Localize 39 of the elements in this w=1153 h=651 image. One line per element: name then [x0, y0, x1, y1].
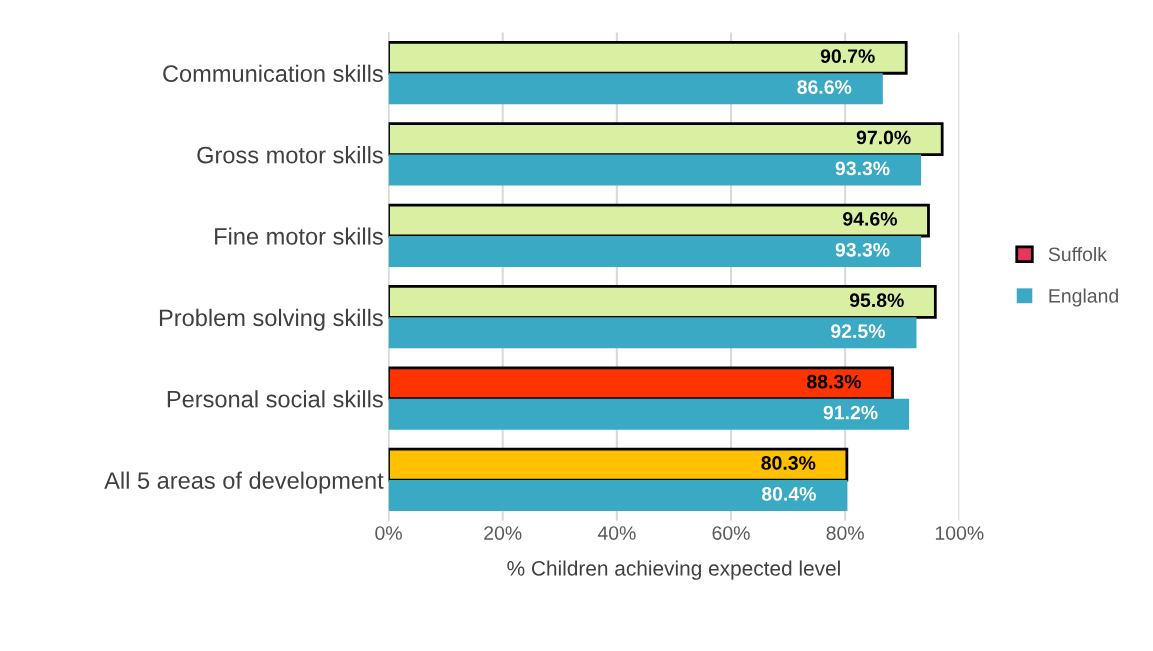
data-label: 97.0% — [856, 130, 911, 145]
y-tick-label: Communication skills — [163, 64, 383, 83]
bar — [388, 366, 894, 401]
bar — [388, 40, 908, 75]
data-label: 80.3% — [761, 456, 816, 470]
bar — [388, 317, 917, 349]
x-tick-label: 0% — [375, 526, 402, 540]
x-tick-label: 100% — [935, 526, 984, 540]
data-label: 88.3% — [807, 374, 862, 389]
x-tick-label: 60% — [712, 526, 750, 540]
bar — [388, 398, 910, 430]
x-axis-title: % Children achieving expected level — [507, 560, 840, 580]
y-tick-label: Gross motor skills — [197, 146, 383, 164]
text: Suffolk — [1048, 246, 1107, 262]
bar — [388, 480, 848, 512]
y-tick-label: Fine motor skills — [215, 227, 383, 245]
x-tick-label: 20% — [484, 526, 522, 540]
y-tick-label: Personal social skills — [167, 390, 383, 408]
bar — [388, 154, 922, 186]
bar — [388, 203, 930, 238]
bar — [388, 447, 849, 482]
data-label: 91.2% — [823, 405, 878, 420]
y-tick-label: All 5 areas of development — [104, 471, 384, 494]
bar — [388, 122, 944, 156]
legend-label: England — [1049, 288, 1118, 307]
x-tick-label: 40% — [597, 526, 636, 540]
bar — [388, 235, 922, 267]
data-label: 86.6% — [797, 80, 852, 94]
data-label: 94.6% — [843, 211, 897, 226]
data-label: 93.3% — [835, 161, 890, 176]
y-tick-label: Problem solving skills — [159, 308, 383, 331]
bar — [388, 73, 883, 105]
x-tick-label: 80% — [826, 526, 864, 540]
data-label: 92.5% — [831, 324, 885, 339]
data-label: 95.8% — [849, 293, 904, 308]
data-label: 80.4% — [761, 487, 816, 501]
data-label: 93.3% — [835, 242, 890, 257]
bar — [388, 285, 937, 319]
data-label: 90.7% — [820, 49, 875, 63]
